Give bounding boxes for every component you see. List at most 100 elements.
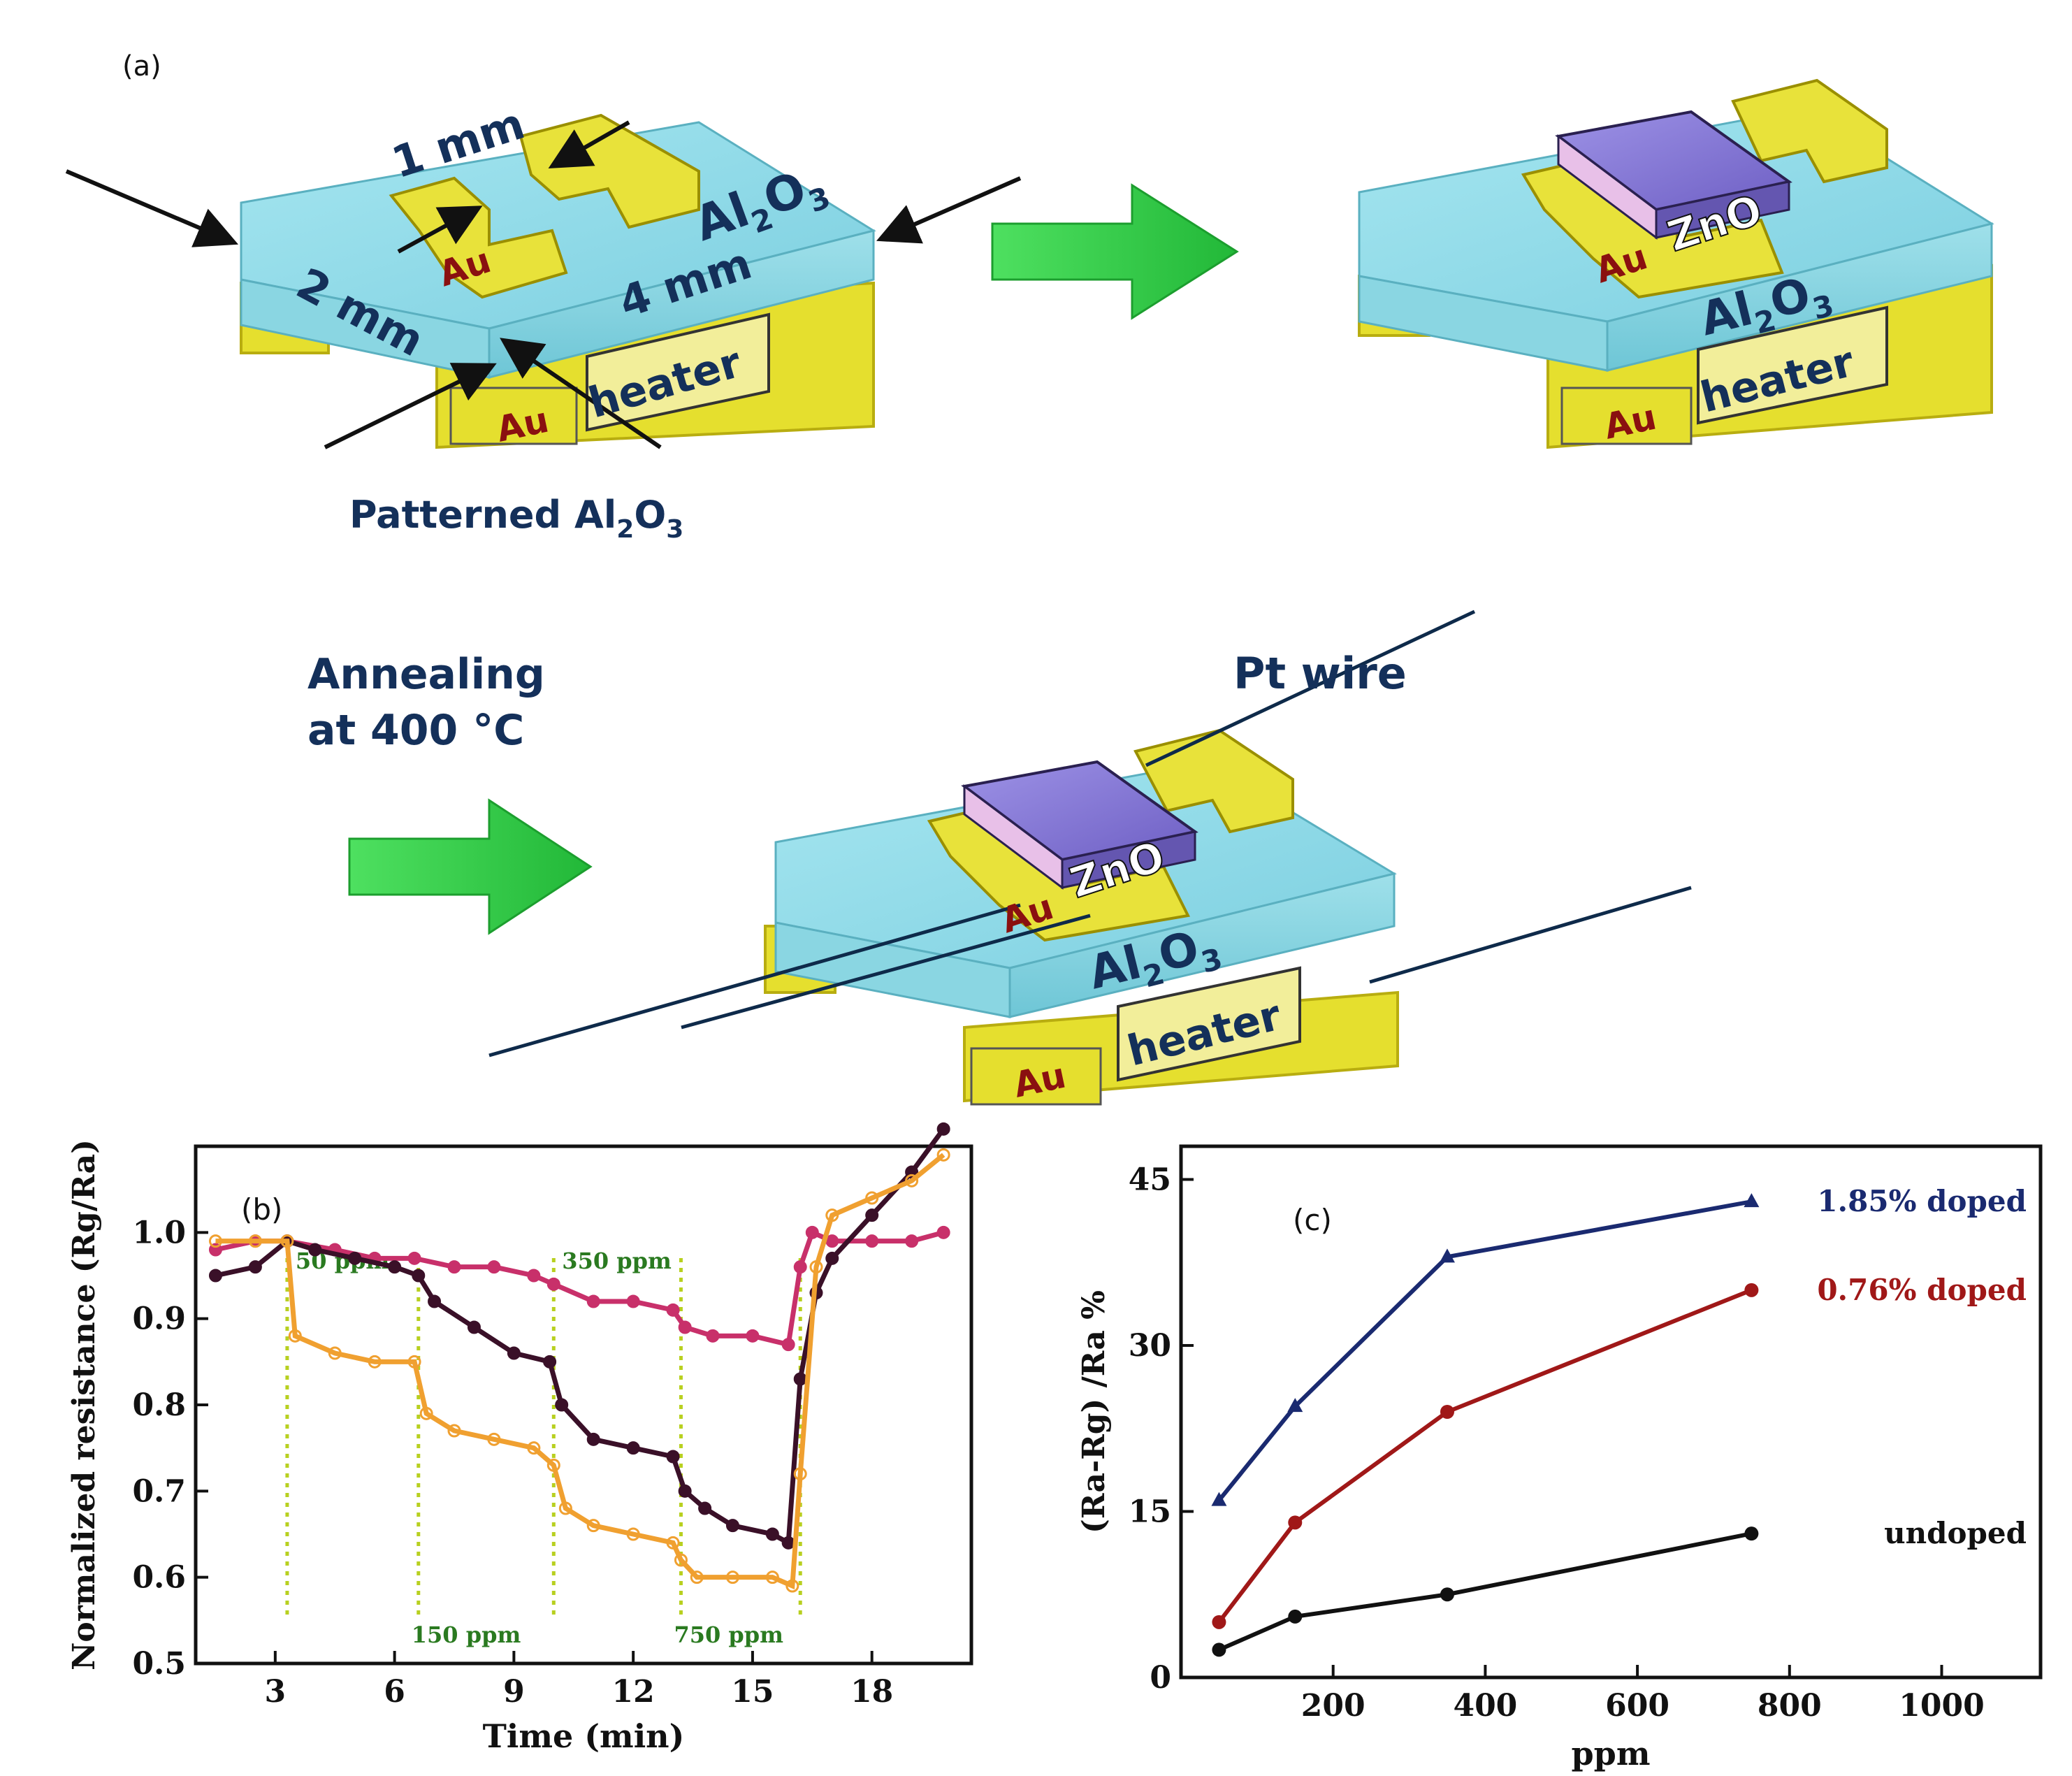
pt-wire-left: [488, 903, 1021, 1057]
series-line: [215, 1153, 946, 1590]
data-point: [407, 1251, 421, 1265]
data-point: [467, 1320, 481, 1334]
y-tick-label: 0.6: [132, 1560, 186, 1596]
dim-arrow-bottom-right: [500, 338, 662, 449]
process-arrow-1: [991, 183, 1239, 320]
data-point: [678, 1484, 692, 1498]
data-point: [543, 1355, 557, 1369]
data-point: [586, 1432, 600, 1446]
concentration-annotation: 350 ppm: [562, 1248, 672, 1274]
data-point: [419, 1406, 433, 1420]
heater-au-pad: [1560, 387, 1693, 445]
data-point: [208, 1234, 222, 1248]
data-point: [825, 1234, 839, 1248]
data-point: [1288, 1515, 1303, 1530]
data-point: [793, 1372, 807, 1386]
data-point: [936, 1148, 950, 1162]
data-point: [487, 1260, 501, 1274]
data-point: [546, 1277, 560, 1291]
chart-c-ylabel: (Ra-Rg) /Ra %: [1076, 1290, 1112, 1533]
data-point: [626, 1527, 640, 1541]
x-tick-label: 200: [1301, 1688, 1365, 1724]
x-tick-label: 600: [1605, 1688, 1669, 1724]
data-point: [725, 1519, 739, 1533]
alumina-block-front-face: [488, 229, 875, 379]
pt-wire-middle: [681, 914, 1091, 1030]
x-tick-label: 3: [265, 1674, 287, 1710]
dim-arrow-gap: [397, 205, 483, 254]
data-point: [706, 1329, 720, 1343]
data-point: [678, 1320, 692, 1334]
chart-c-ticks: 200 400 600 800 1000 0 15 30 45: [1129, 1162, 1985, 1724]
y-tick-label: 0: [1150, 1660, 1171, 1696]
chart-b: (b) Time (min) Normalized resistance (Rg…: [66, 1122, 973, 1755]
data-point: [1287, 1398, 1303, 1413]
data-point: [447, 1260, 461, 1274]
device-2: ZnO Au Al2O3 Au heater: [1358, 78, 1994, 449]
data-point: [865, 1191, 879, 1205]
data-point: [388, 1260, 402, 1274]
data-point: [1440, 1587, 1454, 1602]
data-point: [666, 1450, 680, 1464]
x-tick-label: 400: [1453, 1688, 1517, 1724]
alumina-block-front-face: [1606, 222, 1993, 372]
zno-block-front: [1655, 180, 1790, 239]
data-point: [666, 1536, 680, 1550]
pt-wire-label: Pt wire: [1233, 648, 1407, 699]
data-point: [348, 1251, 362, 1265]
data-point: [1212, 1615, 1226, 1629]
data-point: [428, 1294, 442, 1308]
data-point: [412, 1269, 426, 1283]
data-point: [407, 1355, 421, 1369]
data-point: [447, 1424, 461, 1438]
chart-b-series: [208, 1122, 950, 1593]
x-tick-label: 9: [503, 1674, 525, 1710]
data-point: [1744, 1193, 1760, 1208]
data-point: [905, 1234, 919, 1248]
data-point: [690, 1571, 704, 1584]
dim-arrow-right: [876, 176, 1022, 244]
data-point: [1440, 1405, 1454, 1419]
chart-b-xlabel: Time (min): [483, 1717, 685, 1755]
y-tick-label: 0.7: [132, 1473, 186, 1509]
chart-b-ticks: 3 6 9 12 15 18 0.5 0.6 0.7 0.8 0.9 1.0: [132, 1215, 893, 1710]
data-point: [674, 1553, 688, 1567]
dim-arrow-bottom-left: [324, 363, 497, 449]
series-line: [1218, 1531, 1752, 1652]
data-point: [288, 1329, 302, 1343]
x-tick-label: 1000: [1899, 1688, 1984, 1724]
heater-au-pad: [970, 1047, 1102, 1106]
substrate-label-3: Al2O3: [1083, 916, 1226, 1006]
data-point: [793, 1260, 807, 1274]
data-point: [1211, 1492, 1227, 1506]
y-tick-label: 0.9: [132, 1301, 186, 1337]
y-tick-label: 30: [1129, 1328, 1171, 1364]
data-point: [487, 1432, 501, 1446]
data-point: [781, 1338, 795, 1352]
data-point: [248, 1234, 262, 1248]
data-point: [280, 1234, 294, 1248]
data-point: [546, 1458, 560, 1472]
data-point: [765, 1571, 779, 1584]
y-tick-label: 1.0: [132, 1215, 186, 1250]
y-tick-label: 45: [1129, 1162, 1171, 1198]
device-3: Pt wire ZnO Au Al2O3 Au heater: [488, 609, 1692, 1106]
data-point: [586, 1519, 600, 1533]
chart-b-ylabel: Normalized resistance (Rg/Ra): [66, 1139, 102, 1670]
x-tick-label: 800: [1758, 1688, 1822, 1724]
heater-element: [586, 312, 770, 432]
data-point: [208, 1269, 222, 1283]
caption-patterned-alumina: Patterned Al2O3: [349, 493, 683, 544]
chart-b-frame: [194, 1144, 973, 1666]
heater-element: [1697, 305, 1888, 425]
data-point: [825, 1208, 839, 1222]
heater-element: [1117, 966, 1301, 1082]
data-point: [308, 1243, 322, 1257]
chart-b-switch-lines: [285, 1258, 802, 1615]
data-point: [805, 1225, 819, 1239]
data-point: [825, 1251, 839, 1265]
data-point: [936, 1225, 950, 1239]
pt-wire-right: [1369, 886, 1692, 984]
